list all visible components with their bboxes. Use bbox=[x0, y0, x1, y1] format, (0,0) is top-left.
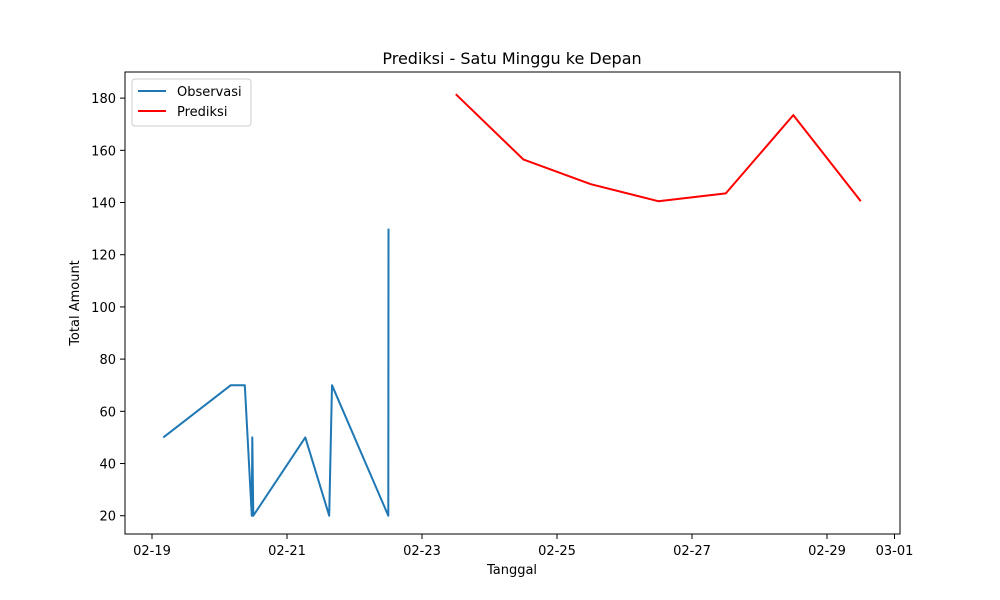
y-tick-label: 40 bbox=[99, 458, 116, 473]
legend-label-prediksi: Prediksi bbox=[177, 105, 227, 120]
x-axis-label: Tanggal bbox=[486, 563, 537, 578]
series-line-prediksi bbox=[455, 93, 862, 203]
y-tick-label: 140 bbox=[91, 197, 116, 212]
y-tick-label: 20 bbox=[99, 510, 116, 525]
y-axis: 20 40 60 80 100 120 140 160 180 bbox=[91, 92, 125, 525]
y-axis-label: Total Amount bbox=[68, 260, 83, 347]
x-tick-label: 03-01 bbox=[876, 544, 914, 559]
y-tick-label: 60 bbox=[99, 405, 116, 420]
x-tick-label: 02-19 bbox=[133, 544, 171, 559]
x-tick-label: 02-29 bbox=[808, 544, 846, 559]
x-tick-label: 02-25 bbox=[538, 544, 576, 559]
plot-area bbox=[162, 93, 862, 517]
legend-label-observasi: Observasi bbox=[177, 85, 242, 100]
series-line-observasi bbox=[162, 228, 390, 517]
x-tick-label: 02-21 bbox=[268, 544, 306, 559]
x-tick-label: 02-27 bbox=[673, 544, 711, 559]
y-tick-label: 100 bbox=[91, 301, 116, 316]
plot-frame bbox=[124, 71, 901, 535]
y-tick-label: 180 bbox=[91, 92, 116, 107]
legend: Observasi Prediksi bbox=[131, 78, 252, 127]
y-tick-label: 120 bbox=[91, 249, 116, 264]
x-axis: 02-19 02-21 02-23 02-25 02-27 02-29 03-01 bbox=[133, 534, 913, 559]
y-tick-label: 160 bbox=[91, 144, 116, 159]
x-tick-label: 02-23 bbox=[403, 544, 441, 559]
y-tick-label: 80 bbox=[99, 353, 116, 368]
chart-title: Prediksi - Satu Minggu ke Depan bbox=[382, 49, 641, 68]
